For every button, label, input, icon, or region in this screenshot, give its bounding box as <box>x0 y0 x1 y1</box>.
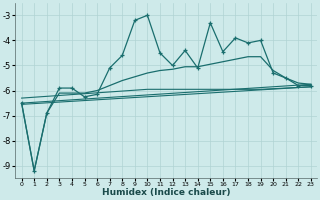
X-axis label: Humidex (Indice chaleur): Humidex (Indice chaleur) <box>102 188 230 197</box>
